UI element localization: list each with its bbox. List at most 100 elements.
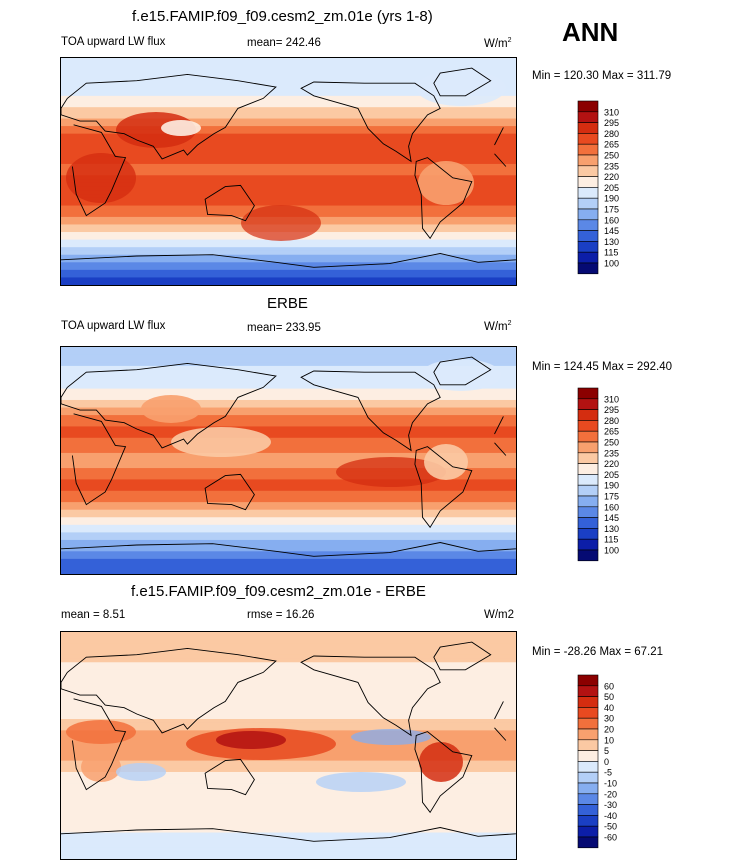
colorbar-box [577,538,599,551]
map-lat-band [61,266,516,271]
map-lat-band [61,175,516,180]
colorbar-tick-label: 220 [604,172,619,182]
map-lat-band [61,677,516,682]
map-lat-band [61,632,516,637]
colorbar-box [577,387,599,400]
colorbar-tick-label: 310 [604,394,619,404]
map-lat-band [61,396,516,401]
coastline-south-america [414,731,473,814]
map-lat-band [61,434,516,439]
obs-map-bands [61,347,516,574]
colorbar-box [577,251,599,264]
colorbar-tick-label: 160 [604,502,619,512]
colorbar-tick-label: 190 [604,481,619,491]
colorbar-box [577,750,599,762]
map-lat-band [61,719,516,724]
map-lat-band [61,118,516,123]
colorbar-box [577,262,599,275]
map-lat-band [61,415,516,420]
colorbar-tick-label: 250 [604,151,619,161]
colorbar-tick-label: 280 [604,129,619,139]
map-lat-band [61,521,516,526]
map-lat-band [61,647,516,652]
map-lat-band [61,65,516,70]
map-lat-band [61,779,516,784]
map-lat-band [61,452,516,458]
map-lat-band [61,95,516,101]
map-lat-band [61,388,516,393]
map-lat-band [61,798,516,803]
colorbar-box [577,717,599,730]
map-lat-band [61,756,516,762]
map-lat-band [61,92,516,97]
map-lat-band [61,84,516,89]
colorbar-box [577,143,599,156]
map-lat-band [61,681,516,686]
map-lat-band [61,201,516,207]
map-lat-band [61,654,516,660]
map-lat-band [61,824,516,830]
colorbar-box [577,782,599,795]
map-lat-band [61,250,516,256]
colorbar-tick-label: 30 [604,714,614,724]
model-colorbar: 310 295 280 265 250 235 220 205 190 175 160 145 130 1… [576,100,636,281]
map-lat-band [61,88,516,93]
colorbar-box [577,815,599,827]
panel-obs-title: ERBE [267,295,308,312]
colorbar-tick-label: 205 [604,183,619,193]
map-lat-band [61,486,516,492]
colorbar-tick-label: -50 [604,822,617,832]
colorbar-box [577,241,599,253]
map-lat-band [61,464,516,469]
map-lat-band [61,524,516,530]
map-lat-band [61,103,516,108]
colorbar-tick-label: 145 [604,513,619,523]
colorbar-tick-label: 190 [604,194,619,204]
map-lat-band [61,73,516,78]
colorbar-box [577,441,599,454]
map-lat-band [61,832,516,837]
map-lat-band [61,821,516,826]
colorbar-tick-label: 220 [604,459,619,469]
map-lat-band [61,373,516,378]
map-lat-band [61,129,516,135]
colorbar-box [577,219,599,231]
map-lat-band [61,258,516,263]
map-lat-band [61,445,516,450]
map-lat-band [61,133,516,139]
map-lat-band [61,562,516,568]
map-lat-band [61,69,516,74]
map-lat-band [61,347,516,352]
map-lat-band [61,715,516,720]
map-lat-band [61,828,516,834]
colorbar-tick-label: 250 [604,438,619,448]
diff-colorbar: 60 50 40 30 20 10 5 0 -5 -10 -20 -30 -40 -50 -60 [576,674,636,855]
panel-model-title: f.e15.FAMIP.f09_f09.cesm2_zm.01e (yrs 1-… [132,8,433,25]
map-lat-band [61,281,516,285]
map-lat-band [61,775,516,781]
map-lat-band [61,262,516,267]
map-lat-band [61,570,516,574]
map-lat-band [61,479,516,484]
coastline-australia [204,473,255,511]
map-lat-band [61,362,516,367]
map-lat-band [61,566,516,571]
map-lat-band [61,148,516,154]
panel-diff-rmse: rmse = 16.26 [247,609,315,621]
map-lat-band [61,809,516,815]
colorbar-box [577,463,599,475]
panel-model-mean: mean= 242.46 [247,37,321,49]
colorbar-box [577,696,599,708]
map-lat-band [61,186,516,192]
map-lat-band [61,273,516,279]
coastline-greenland [433,67,492,97]
colorbar-tick-label: 175 [604,492,619,502]
map-lat-band [61,558,516,564]
map-lat-band [61,662,516,667]
map-lat-band [61,669,516,675]
colorbar-tick-label: -10 [604,779,617,789]
coastline-south-america [414,446,473,529]
coastline-north-america [300,655,441,737]
map-lat-band [61,384,516,390]
colorbar-tick-label: 100 [604,546,619,556]
